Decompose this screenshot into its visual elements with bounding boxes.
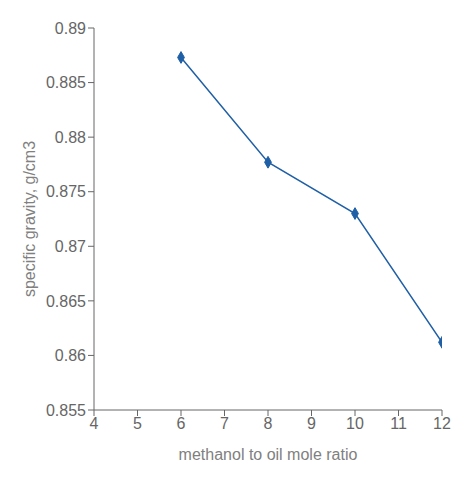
svg-text:5: 5 — [133, 415, 142, 432]
svg-text:12: 12 — [433, 415, 451, 432]
svg-text:0.89: 0.89 — [55, 20, 86, 37]
svg-text:specific gravity, g/cm3: specific gravity, g/cm3 — [21, 141, 38, 297]
svg-text:0.855: 0.855 — [46, 402, 86, 419]
svg-text:10: 10 — [346, 415, 364, 432]
svg-text:7: 7 — [220, 415, 229, 432]
svg-text:0.88: 0.88 — [55, 129, 86, 146]
svg-text:0.86: 0.86 — [55, 347, 86, 364]
svg-text:9: 9 — [307, 415, 316, 432]
svg-text:0.875: 0.875 — [46, 183, 86, 200]
svg-text:methanol to oil mole ratio: methanol to oil mole ratio — [179, 446, 358, 463]
svg-text:0.885: 0.885 — [46, 74, 86, 91]
svg-text:4: 4 — [90, 415, 99, 432]
svg-text:11: 11 — [390, 415, 407, 432]
svg-text:0.87: 0.87 — [55, 238, 86, 255]
svg-text:0.865: 0.865 — [46, 293, 86, 310]
svg-text:8: 8 — [264, 415, 273, 432]
svg-text:6: 6 — [177, 415, 186, 432]
